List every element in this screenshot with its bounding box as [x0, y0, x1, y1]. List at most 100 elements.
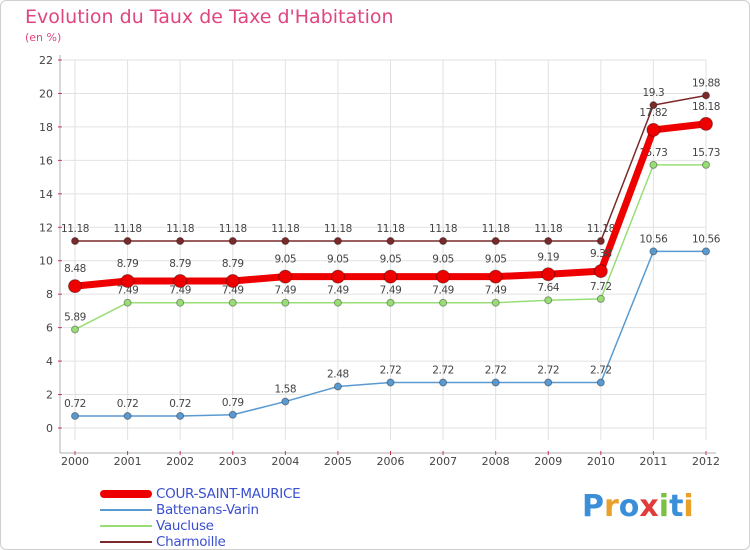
y-tick-label: 18: [39, 121, 53, 134]
data-label-vaucluse: 7.49: [327, 285, 349, 297]
legend-swatch: [100, 541, 152, 543]
data-label-battenans-varin: 0.72: [169, 398, 191, 410]
y-tick-label: 8: [46, 288, 53, 301]
data-point-charmoille: [491, 236, 500, 245]
data-point-battenans-varin: [123, 411, 132, 420]
logo-letter: x: [639, 489, 659, 524]
x-tick-label: 2000: [61, 455, 89, 468]
data-point-vaucluse: [702, 160, 710, 169]
y-tick-label: 12: [39, 221, 53, 234]
y-tick-label: 14: [39, 188, 53, 201]
y-tick-label: 6: [46, 322, 53, 335]
data-label-battenans-varin: 0.72: [64, 398, 86, 410]
data-point-battenans-varin: [491, 378, 500, 387]
data-label-vaucluse: 7.49: [274, 285, 296, 297]
data-point-charmoille: [281, 236, 290, 245]
data-label-battenans-varin: 2.72: [380, 365, 402, 377]
data-point-charmoille: [228, 236, 237, 245]
data-point-cour-saint-maurice: [120, 273, 135, 288]
data-point-cour-saint-maurice: [593, 264, 608, 279]
data-label-charmoille: 11.18: [271, 223, 299, 235]
y-tick-label: 22: [39, 54, 53, 67]
legend-item-battenans-varin: Battenans-Varin: [100, 502, 300, 518]
data-label-charmoille: 11.18: [114, 223, 142, 235]
data-label-charmoille: 11.18: [61, 223, 89, 235]
legend-item-cour-saint-maurice: COUR-SAINT-MAURICE: [100, 486, 301, 502]
data-point-charmoille: [649, 101, 658, 110]
x-tick-label: 2001: [114, 455, 142, 468]
data-point-vaucluse: [333, 298, 342, 307]
data-label-charmoille: 11.18: [219, 223, 247, 235]
y-tick-label: 16: [39, 154, 53, 167]
data-point-battenans-varin: [544, 378, 553, 387]
data-label-vaucluse: 15.73: [692, 147, 720, 159]
x-tick-label: 2008: [482, 455, 510, 468]
data-label-cour-saint-maurice: 17.82: [639, 107, 667, 119]
y-tick-label: 0: [46, 422, 53, 435]
logo-letter: r: [604, 489, 619, 524]
data-label-battenans-varin: 2.48: [327, 369, 349, 381]
data-point-charmoille: [176, 236, 185, 245]
x-tick-label: 2005: [324, 455, 352, 468]
data-point-cour-saint-maurice: [330, 269, 345, 284]
data-point-battenans-varin: [176, 411, 185, 420]
data-point-battenans-varin: [596, 378, 605, 387]
data-label-cour-saint-maurice: 8.79: [222, 258, 244, 270]
legend-swatch: [100, 509, 152, 511]
logo-letter: i: [658, 489, 670, 524]
x-tick-label: 2004: [271, 455, 299, 468]
data-point-charmoille: [71, 236, 79, 245]
logo-letter: t: [669, 489, 684, 524]
data-label-charmoille: 11.18: [482, 223, 510, 235]
x-tick-label: 2010: [587, 455, 615, 468]
data-point-charmoille: [333, 236, 342, 245]
data-label-cour-saint-maurice: 9.05: [432, 254, 454, 266]
logo-letter: P: [582, 489, 604, 524]
logo-letter: i: [683, 489, 694, 524]
data-label-vaucluse: 7.49: [380, 285, 402, 297]
x-tick-label: 2003: [219, 455, 247, 468]
data-point-cour-saint-maurice: [488, 269, 503, 284]
data-point-battenans-varin: [71, 411, 79, 420]
data-point-vaucluse: [649, 160, 658, 169]
data-point-vaucluse: [228, 298, 237, 307]
data-point-vaucluse: [596, 294, 605, 303]
data-point-vaucluse: [71, 325, 79, 334]
data-label-charmoille: 11.18: [324, 223, 352, 235]
data-label-cour-saint-maurice: 9.38: [590, 248, 612, 260]
legend-label: Vaucluse: [156, 518, 214, 534]
data-label-vaucluse: 5.89: [64, 311, 86, 323]
chart-legend: COUR-SAINT-MAURICE Battenans-Varin Vaucl…: [100, 486, 301, 550]
data-label-charmoille: 19.88: [692, 77, 720, 89]
data-label-battenans-varin: 2.72: [590, 365, 612, 377]
data-point-cour-saint-maurice: [383, 269, 398, 284]
data-label-vaucluse: 7.64: [537, 282, 559, 294]
data-point-battenans-varin: [228, 410, 237, 419]
x-tick-label: 2009: [534, 455, 562, 468]
y-tick-label: 10: [39, 255, 53, 268]
data-label-battenans-varin: 2.72: [485, 365, 507, 377]
data-label-battenans-varin: 1.58: [274, 384, 296, 396]
data-point-cour-saint-maurice: [436, 269, 451, 284]
data-label-vaucluse: 7.49: [222, 285, 244, 297]
data-point-cour-saint-maurice: [173, 273, 188, 288]
data-point-cour-saint-maurice: [68, 279, 82, 294]
data-label-vaucluse: 7.49: [117, 285, 139, 297]
data-point-vaucluse: [439, 298, 448, 307]
proxiti-logo: Proxiti: [582, 489, 694, 524]
data-label-cour-saint-maurice: 9.19: [537, 251, 559, 263]
x-tick-label: 2002: [166, 455, 194, 468]
data-point-charmoille: [439, 236, 448, 245]
y-tick-label: 4: [46, 355, 53, 368]
data-point-cour-saint-maurice: [646, 122, 661, 137]
legend-item-charmoille: Charmoille: [100, 534, 300, 550]
data-point-charmoille: [702, 91, 710, 100]
data-label-vaucluse: 7.49: [432, 285, 454, 297]
data-point-vaucluse: [491, 298, 500, 307]
data-label-cour-saint-maurice: 9.05: [327, 254, 349, 266]
data-point-charmoille: [544, 236, 553, 245]
data-point-battenans-varin: [649, 247, 658, 256]
data-label-battenans-varin: 2.72: [432, 365, 454, 377]
data-label-battenans-varin: 0.72: [117, 398, 139, 410]
